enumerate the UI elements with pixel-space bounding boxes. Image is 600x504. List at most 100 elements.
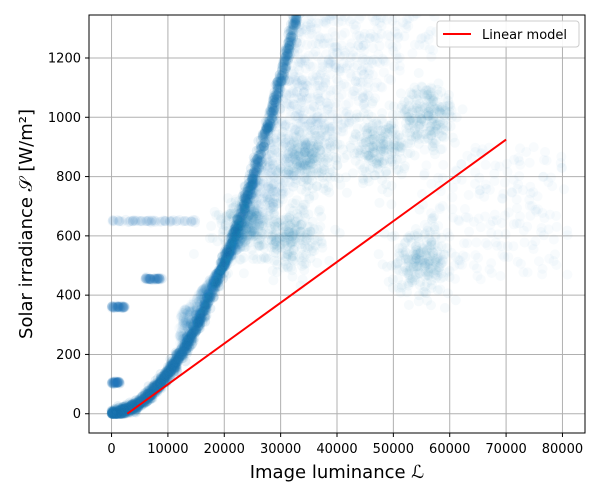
scatter-point [295, 3, 305, 13]
scatter-point [295, 0, 305, 6]
scatter-point [317, 62, 327, 72]
scatter-point [294, 0, 304, 6]
scatter-point [375, 0, 385, 2]
scatter-point [297, 0, 307, 1]
scatter-point [320, 0, 330, 2]
scatter-point [357, 66, 367, 76]
scatter-point [377, 83, 387, 93]
scatter-point [293, 1, 303, 11]
scatter-point [385, 2, 395, 12]
scatter-point [319, 4, 329, 14]
scatter-point [417, 0, 427, 6]
scatter-point [336, 0, 346, 1]
scatter-point [431, 0, 441, 10]
scatter-point [295, 1, 305, 11]
scatter-point [298, 0, 308, 4]
scatter-point [258, 160, 268, 170]
scatter-point [339, 0, 349, 10]
scatter-point [375, 0, 385, 9]
scatter-point [311, 70, 321, 80]
scatter-series [107, 0, 573, 419]
scatter-point [321, 4, 331, 14]
scatter-point [305, 62, 315, 72]
scatter-point [313, 2, 323, 12]
scatter-point [364, 5, 374, 15]
scatter-point [412, 9, 422, 19]
scatter-point [372, 7, 382, 17]
scatter-point [296, 0, 306, 6]
scatter-point [377, 0, 387, 8]
scatter-point [379, 56, 389, 66]
scatter-point [307, 4, 317, 14]
scatter-point [197, 294, 207, 304]
scatter-point [306, 106, 316, 116]
scatter-point [430, 12, 440, 22]
scatter-point [308, 3, 318, 13]
scatter-point [328, 4, 338, 14]
scatter-point [293, 5, 303, 15]
scatter-point [294, 0, 304, 5]
scatter-point [187, 328, 197, 338]
scatter-point [332, 85, 342, 95]
scatter-point [176, 332, 186, 342]
scatter-point [297, 0, 307, 8]
scatter-point [306, 22, 316, 32]
scatter-point [340, 48, 350, 58]
scatter-point [358, 0, 368, 4]
scatter-point [107, 407, 117, 417]
scatter-point [386, 75, 396, 85]
scatter-point [330, 0, 340, 4]
scatter-point [358, 4, 368, 14]
scatter-point [348, 0, 358, 10]
scatter-point [365, 33, 375, 43]
scatter-point [338, 6, 348, 16]
scatter-point [311, 0, 321, 8]
scatter-point [375, 18, 385, 28]
scatter-point [297, 0, 307, 2]
scatter-point [117, 406, 127, 416]
scatter-point [317, 0, 327, 2]
scatter-point [397, 0, 407, 4]
scatter-point [315, 0, 325, 6]
scatter-point [319, 112, 329, 122]
scatter-point [417, 0, 427, 7]
scatter-point [361, 0, 371, 7]
scatter-point [308, 0, 318, 6]
scatter-point [407, 48, 417, 58]
scatter-point [166, 359, 176, 369]
scatter-point [353, 0, 363, 3]
scatter-point [381, 0, 391, 9]
scatter-point [287, 54, 297, 64]
scatter-point [304, 0, 314, 9]
scatter-point [375, 1, 385, 11]
scatter-point [276, 116, 286, 126]
scatter-point [341, 0, 351, 3]
scatter-point [290, 43, 300, 53]
scatter-point [126, 399, 136, 409]
scatter-point [352, 31, 362, 41]
scatter-point [337, 4, 347, 14]
scatter-point [400, 0, 410, 9]
scatter-point [402, 14, 412, 24]
scatter-point [379, 0, 389, 1]
scatter-point [300, 2, 310, 12]
scatter-point [308, 0, 318, 2]
scatter-point [332, 0, 342, 6]
scatter-point [298, 1, 308, 11]
scatter-point [425, 44, 435, 54]
scatter-point [328, 27, 338, 37]
scatter-point [297, 75, 307, 85]
scatter-point [293, 4, 303, 14]
scatter-point [329, 0, 339, 9]
scatter-point [295, 105, 305, 115]
scatter-point [302, 94, 312, 104]
scatter-point [356, 0, 366, 4]
scatter-point [295, 1, 305, 11]
scatter-point [297, 28, 307, 38]
scatter-point [294, 0, 304, 9]
scatter-point [292, 88, 302, 98]
scatter-point [360, 55, 370, 65]
scatter-point [314, 8, 324, 18]
